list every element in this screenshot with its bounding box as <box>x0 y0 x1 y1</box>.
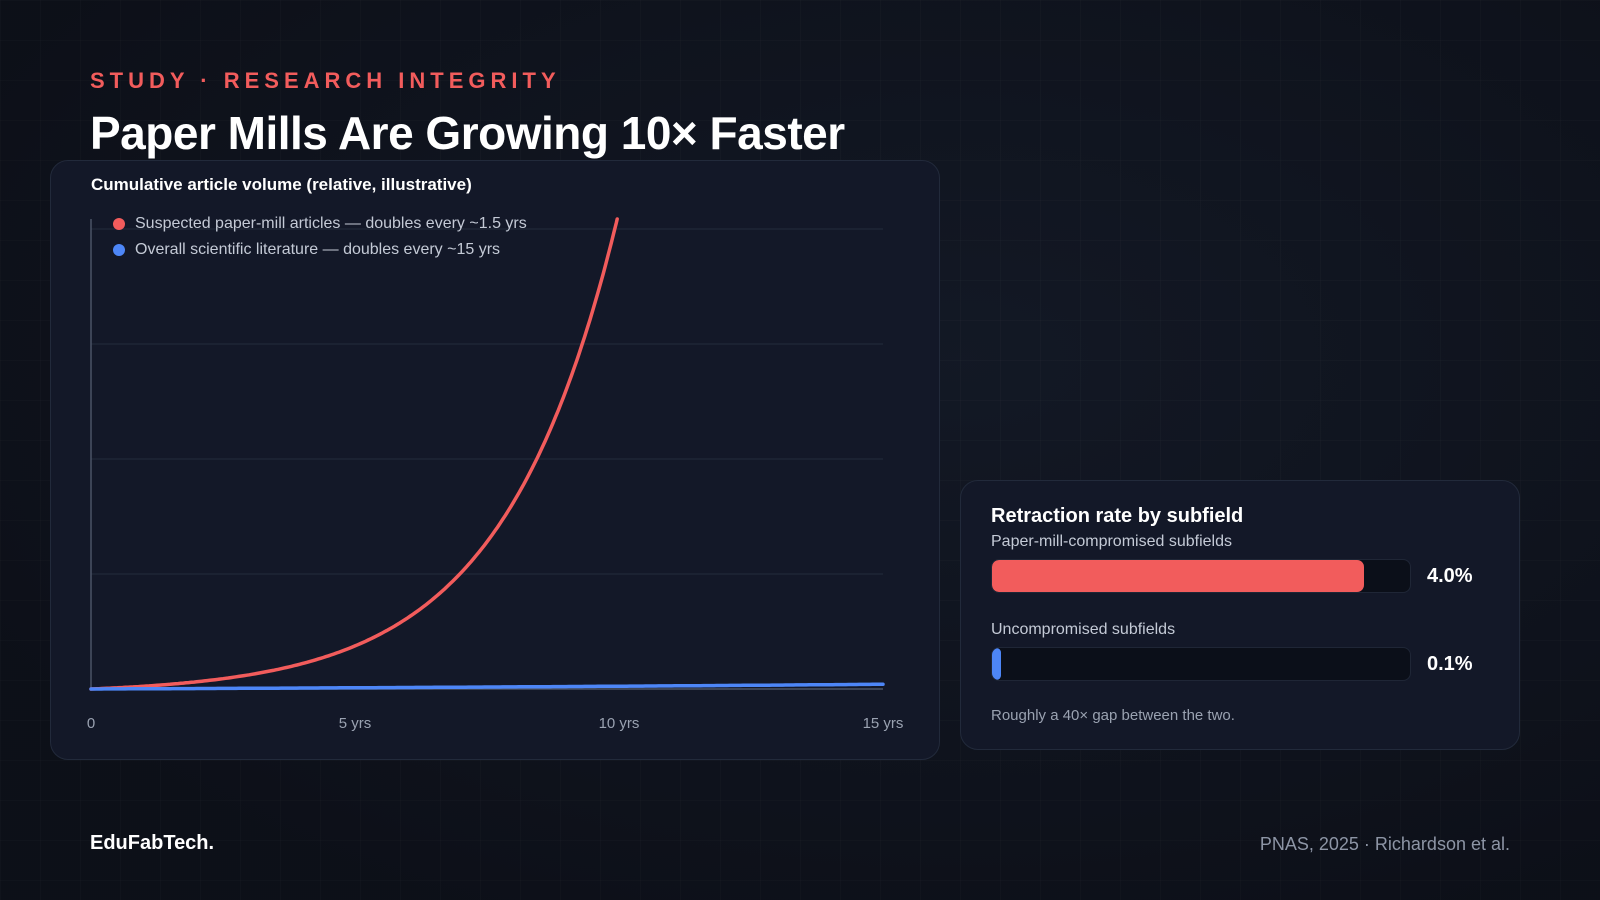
chart-title: Cumulative article volume (relative, ill… <box>91 175 472 194</box>
eyebrow-label: STUDY · RESEARCH INTEGRITY <box>90 68 561 93</box>
bar-track-compromised <box>991 559 1411 593</box>
retraction-card: Retraction rate by subfield Paper-mill-c… <box>960 480 1520 750</box>
bar-fill-uncompromised <box>992 648 1002 680</box>
legend-label-overall: Overall scientific literature — doubles … <box>135 241 501 258</box>
brand-logo: EduFabTech. <box>90 832 215 854</box>
source-citation: PNAS, 2025 · Richardson et al. <box>1259 834 1510 854</box>
legend-label-paper-mill: Suspected paper-mill articles — doubles … <box>135 215 527 232</box>
series-line-overall <box>89 682 885 691</box>
legend-dot-blue-icon <box>113 244 125 256</box>
series-line-paper-mill <box>89 217 619 691</box>
retraction-note: Roughly a 40× gap between the two. <box>991 707 1235 724</box>
line-chart-plot <box>89 217 885 691</box>
bar-value-uncompromised: 0.1% <box>1427 653 1473 675</box>
x-tick-label: 15 yrs <box>862 715 904 732</box>
x-tick-label: 5 yrs <box>338 715 372 732</box>
chart-legend: Suspected paper-mill articles — doubles … <box>113 211 527 263</box>
bar-label-compromised: Paper-mill-compromised subfields <box>991 533 1232 550</box>
page-title: Paper Mills Are Growing 10× Faster <box>90 107 845 159</box>
x-tick-label: 0 <box>86 715 96 732</box>
legend-dot-red-icon <box>113 218 125 230</box>
x-tick-label: 10 yrs <box>598 715 640 732</box>
line-chart-card: Cumulative article volume (relative, ill… <box>50 160 940 760</box>
legend-item-overall: Overall scientific literature — doubles … <box>113 237 527 263</box>
bar-fill-compromised <box>992 560 1364 592</box>
bar-value-compromised: 4.0% <box>1427 565 1473 587</box>
bar-label-uncompromised: Uncompromised subfields <box>991 621 1176 638</box>
legend-item-paper-mill: Suspected paper-mill articles — doubles … <box>113 211 527 237</box>
retraction-title: Retraction rate by subfield <box>991 505 1244 527</box>
bar-track-uncompromised <box>991 647 1411 681</box>
